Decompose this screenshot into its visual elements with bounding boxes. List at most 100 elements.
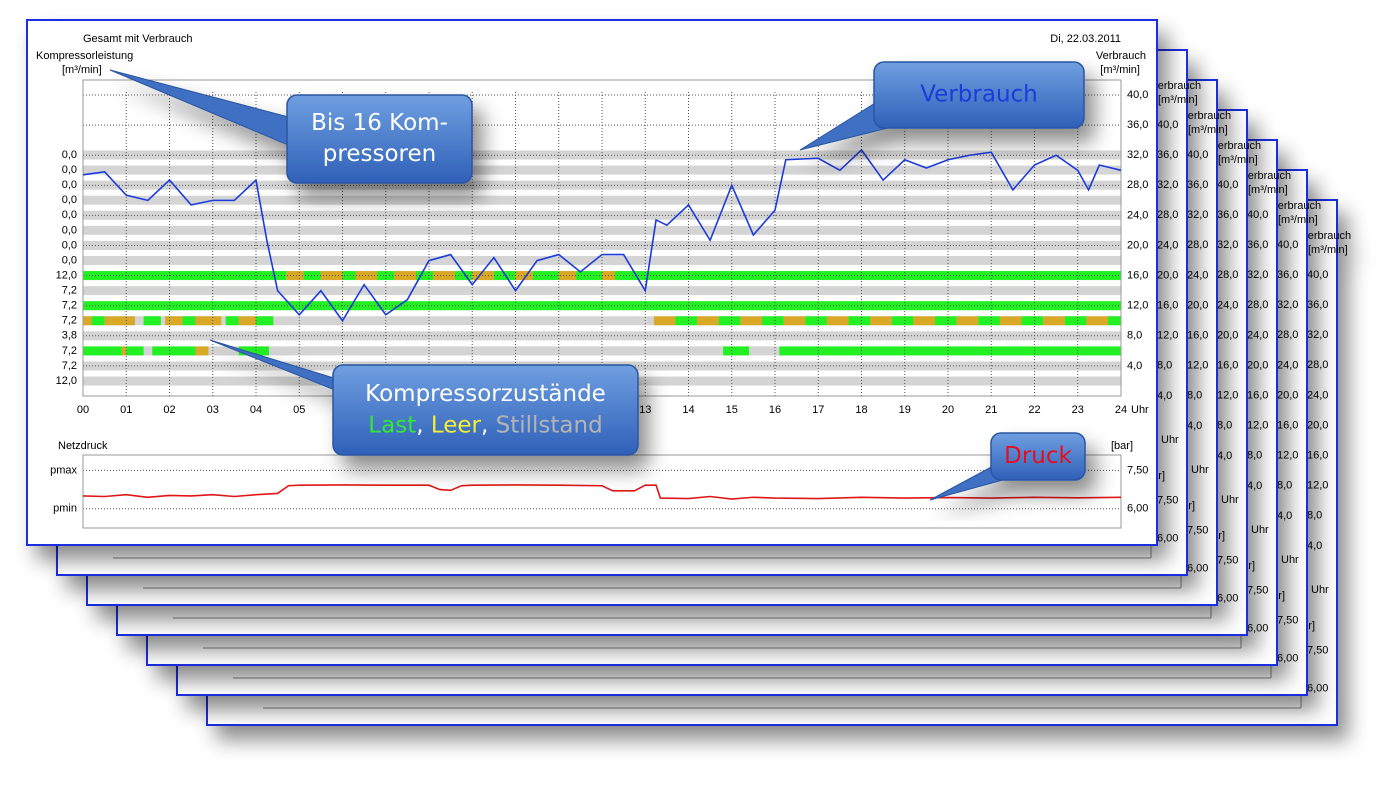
y2-tick-label: 24,0 (1247, 329, 1268, 341)
state-segment (697, 316, 719, 326)
y2-tick-label: 8,0 (1127, 330, 1142, 342)
y2-tick-label: 8,0 (1277, 480, 1292, 492)
state-segment (342, 271, 356, 281)
legend-entry: Leer (431, 412, 482, 438)
y2-tick-label: 24,0 (1277, 359, 1298, 371)
callouts: Bis 16 Kom-pressoren Verbrauch Kompressorz… (109, 61, 1086, 501)
y2-tick-label: 40,0 (1277, 239, 1298, 251)
state-segment (225, 316, 239, 326)
y2-axis-unit: [m³/min] (1158, 94, 1198, 106)
y2-tick-label: 36,0 (1157, 149, 1178, 161)
y2-tick-label: 40,0 (1217, 179, 1238, 191)
y2-tick-label: 40,0 (1307, 269, 1328, 281)
state-segment (165, 316, 183, 326)
compressor-label: 0,0 (62, 224, 77, 236)
state-segment (783, 316, 806, 326)
x-tick-label: 15 (726, 404, 738, 416)
state-segment (870, 316, 892, 326)
y2-tick-label: 20,0 (1247, 359, 1268, 371)
y2-tick-label: 20,0 (1217, 329, 1238, 341)
y2-tick-label: 4,0 (1307, 540, 1322, 552)
callout-box (990, 432, 1086, 481)
state-segment (1021, 316, 1044, 326)
state-segment (182, 316, 196, 326)
y2-tick-label: 4,0 (1277, 510, 1292, 522)
series-line (82, 484, 1122, 500)
compressor-label: 7,2 (62, 300, 77, 312)
y2-tick-label: 20,0 (1307, 419, 1328, 431)
x-tick-label: 23 (1072, 404, 1084, 416)
y-axis-unit: [m³/min] (62, 64, 102, 76)
y2-tick-label: 20,0 (1187, 299, 1208, 311)
y2-tick-label: 8,0 (1157, 360, 1172, 372)
pressure-tick-label: 6,00 (1157, 533, 1178, 545)
x-tick-label: 22 (1028, 404, 1040, 416)
state-segment (126, 346, 144, 356)
y2-tick-label: 28,0 (1307, 359, 1328, 371)
pressure-left-label: pmin (53, 503, 77, 515)
state-segment (653, 316, 676, 326)
state-segment (1108, 316, 1121, 326)
y2-tick-label: 36,0 (1277, 269, 1298, 281)
x-tick-label: 20 (942, 404, 954, 416)
y2-tick-label: 16,0 (1277, 420, 1298, 432)
x-tick-label: 16 (769, 404, 781, 416)
pressure-tick-label: 7,50 (1217, 554, 1238, 566)
x-tick-label: 03 (207, 404, 219, 416)
callout-text: Bis 16 Kom- (311, 110, 448, 136)
y2-tick-label: 32,0 (1307, 329, 1328, 341)
callout: Druck (929, 432, 1086, 501)
y2-tick-label: 36,0 (1127, 119, 1148, 131)
y2-tick-label: 16,0 (1157, 300, 1178, 312)
y2-tick-label: 24,0 (1307, 389, 1328, 401)
y2-tick-label: 28,0 (1217, 269, 1238, 281)
x-tick-label: 24 (1115, 404, 1127, 416)
y2-tick-label: 12,0 (1157, 330, 1178, 342)
compressor-label: 0,0 (62, 254, 77, 266)
callout-box (332, 364, 639, 456)
chart-title: Gesamt mit Verbrauch (83, 33, 192, 45)
pressure-tick-label: 6,00 (1307, 683, 1328, 695)
callout: Bis 16 Kom-pressoren (109, 69, 473, 184)
pressure-tick-label: 6,00 (1277, 653, 1298, 665)
report-date: Di, 22.03.2011 (1050, 33, 1121, 45)
state-segment (433, 271, 455, 281)
x-tick-label: 13 (639, 404, 651, 416)
x-tick-label: 21 (985, 404, 997, 416)
callout-text: Druck (1004, 443, 1072, 469)
y2-tick-label: 28,0 (1187, 239, 1208, 251)
y2-tick-label: 16,0 (1307, 450, 1328, 462)
legend-separator: , (416, 412, 431, 438)
y2-tick-label: 40,0 (1187, 149, 1208, 161)
y2-tick-label: 16,0 (1217, 360, 1238, 372)
x-unit: Uhr (1131, 404, 1149, 416)
compressor-label: 7,2 (62, 360, 77, 372)
y2-tick-label: 32,0 (1217, 239, 1238, 251)
x-unit: Uhr (1281, 554, 1299, 566)
state-segment (416, 271, 434, 281)
x-unit: Uhr (1311, 584, 1329, 596)
state-segment (913, 316, 936, 326)
y2-tick-label: 12,0 (1217, 390, 1238, 402)
y2-axis-unit: [m³/min] (1218, 154, 1258, 166)
y2-axis-unit: [m³/min] (1308, 244, 1348, 256)
y2-tick-label: 28,0 (1247, 299, 1268, 311)
y2-tick-label: 12,0 (1307, 480, 1328, 492)
compressor-label: 0,0 (62, 194, 77, 206)
state-segment (848, 316, 871, 326)
x-unit: Uhr (1161, 434, 1179, 446)
state-segment (1043, 316, 1065, 326)
y2-tick-label: 40,0 (1247, 209, 1268, 221)
x-tick-label: 05 (293, 404, 305, 416)
y2-tick-label: 32,0 (1157, 179, 1178, 191)
state-segment (978, 316, 1000, 326)
y2-tick-label: 32,0 (1127, 149, 1148, 161)
state-legend: Last, Leer, Stillstand (368, 412, 602, 438)
y2-tick-label: 4,0 (1127, 360, 1142, 372)
x-unit: Uhr (1221, 494, 1239, 506)
y2-tick-label: 12,0 (1247, 420, 1268, 432)
state-segment (256, 316, 274, 326)
state-segment (956, 316, 979, 326)
pressure-title: Netzdruck (58, 440, 108, 452)
state-segment (826, 316, 849, 326)
